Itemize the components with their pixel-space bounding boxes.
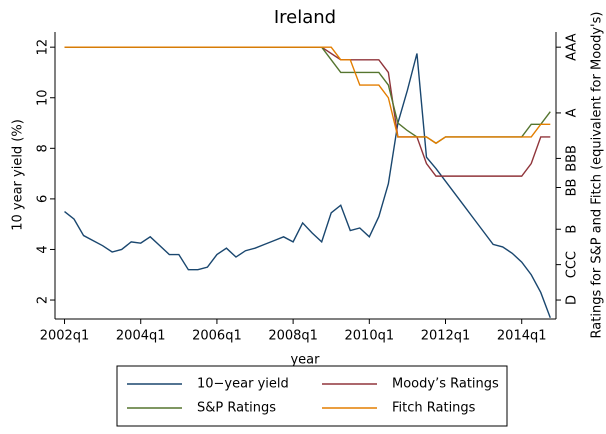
y2-tick-label: B — [565, 225, 580, 234]
legend-label: S&P Ratings — [197, 401, 276, 416]
series-line — [64, 46, 551, 145]
y-tick-label: 2 — [36, 296, 51, 304]
y2-tick-label: BB — [565, 179, 580, 197]
legend-box — [116, 365, 508, 427]
y-tick-label: 6 — [36, 195, 51, 203]
y-tick-label: 10 — [36, 89, 51, 106]
x-tick-label: 2004q1 — [116, 329, 166, 344]
y2-tick-label: AAA — [565, 33, 580, 61]
y2-tick-label: D — [565, 295, 580, 305]
y2-tick-label: CCC — [565, 251, 580, 278]
y-tick-label: 12 — [36, 39, 51, 56]
y2-axis-title: Ratings for S&P and Fitch (equivalent fo… — [590, 12, 605, 339]
x-tick-label: 2006q1 — [192, 329, 242, 344]
chart-title: Ireland — [274, 7, 336, 28]
y2-tick-label: A — [565, 108, 580, 117]
y-tick-label: 4 — [36, 245, 51, 253]
legend-label: Fitch Ratings — [392, 401, 476, 416]
x-axis-title: year — [290, 353, 320, 368]
series-line — [64, 53, 551, 318]
y2-tick-label: BBB — [565, 145, 580, 172]
x-tick-label: 2014q1 — [497, 329, 547, 344]
legend-label: Moody’s Ratings — [392, 377, 499, 392]
legend-label: 10−year yield — [197, 377, 289, 392]
y-axis-title: 10 year yield (%) — [11, 119, 26, 231]
x-tick-label: 2012q1 — [421, 329, 471, 344]
x-tick-label: 2002q1 — [40, 329, 90, 344]
y-tick-label: 8 — [36, 144, 51, 152]
x-tick-label: 2010q1 — [345, 329, 395, 344]
x-tick-label: 2008q1 — [268, 329, 318, 344]
